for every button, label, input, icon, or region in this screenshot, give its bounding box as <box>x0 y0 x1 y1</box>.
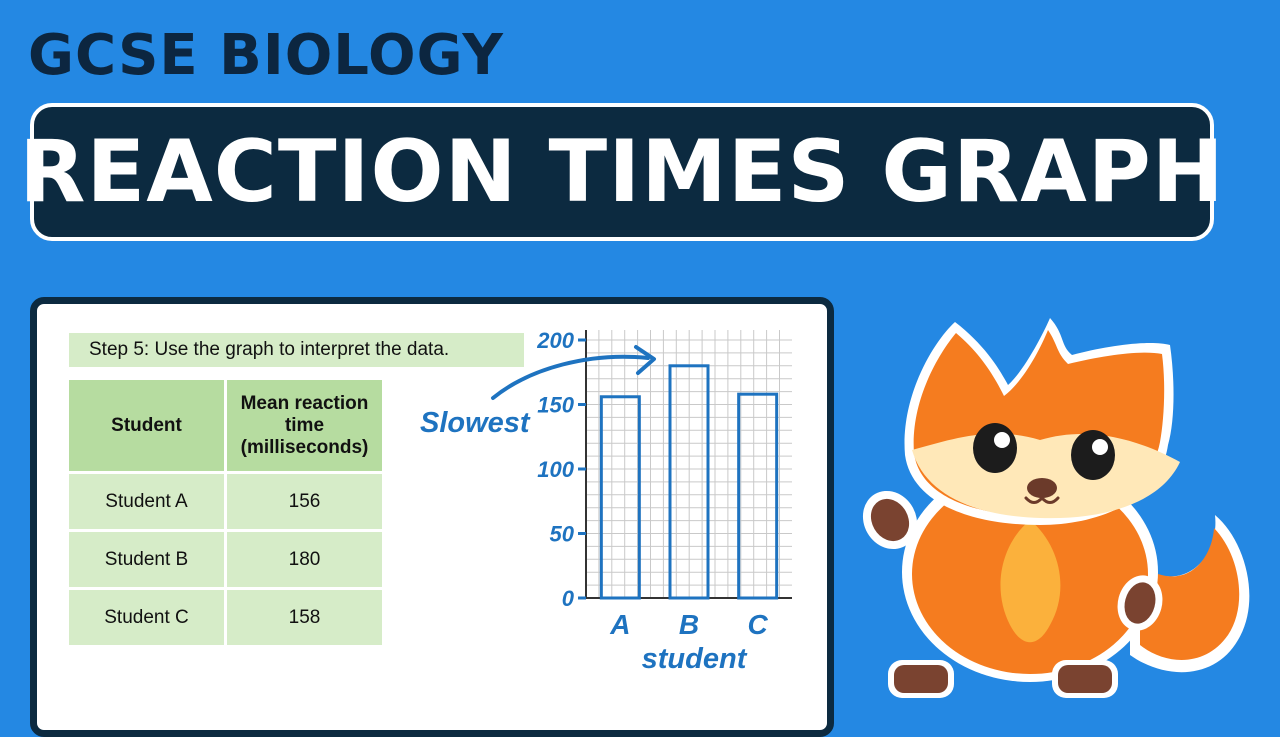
table-cell-time: 156 <box>227 474 382 529</box>
table-header-time-label: Mean reaction time (milliseconds) <box>240 392 369 458</box>
table-cell-student: Student A <box>69 474 224 529</box>
fox-mouth <box>1024 495 1060 504</box>
title-banner: REACTION TIMES GRAPH <box>19 103 1224 241</box>
annotation-label: Slowest <box>420 407 531 439</box>
chart-axes <box>578 330 792 600</box>
table-row: Student A 156 <box>69 474 382 529</box>
chart-bars <box>599 364 779 600</box>
fox-eyes <box>973 423 1115 480</box>
y-tick-label: 200 <box>536 328 574 353</box>
table-header-row: Student Mean reaction time (milliseconds… <box>69 380 382 471</box>
table-cell-time: 158 <box>227 590 382 645</box>
reaction-time-bar-chart: 0 50 100 150 200 A B C Slowest student <box>420 328 792 675</box>
y-tick-label: 100 <box>537 457 574 482</box>
table-header-student: Student <box>69 380 224 471</box>
subject-label: GCSE BIOLOGY <box>28 23 504 88</box>
annotation-arrow <box>491 354 650 400</box>
x-axis-label: student <box>642 643 748 675</box>
y-tick-label: 50 <box>550 522 575 547</box>
fox-tail <box>1130 515 1250 673</box>
fox-chest <box>1000 520 1061 643</box>
x-tick-label: B <box>679 609 699 640</box>
table-row: Student B 180 <box>69 532 382 587</box>
bar-a <box>599 395 641 600</box>
table-row: Student C 158 <box>69 590 382 645</box>
bar-b <box>668 364 710 600</box>
y-tick-label: 0 <box>562 586 575 611</box>
annotation-arrowhead <box>634 345 656 375</box>
x-tick-label: C <box>748 609 769 640</box>
table-cell-time: 180 <box>227 532 382 587</box>
fox-paws <box>862 490 1163 698</box>
fox-nose <box>1027 478 1057 498</box>
y-tick-label: 150 <box>537 393 574 418</box>
step-instruction: Step 5: Use the graph to interpret the d… <box>69 333 524 367</box>
chart-labels: 0 50 100 150 200 A B C <box>536 328 768 640</box>
chart-grid <box>586 330 792 598</box>
table-cell-student: Student C <box>69 590 224 645</box>
page-title: REACTION TIMES GRAPH <box>19 122 1225 222</box>
fox-mascot <box>862 318 1250 698</box>
bar-c <box>737 392 779 600</box>
table-header-time: Mean reaction time (milliseconds) <box>227 380 382 471</box>
reaction-time-table: Student Mean reaction time (milliseconds… <box>66 377 385 648</box>
content-card: Step 5: Use the graph to interpret the d… <box>30 297 834 737</box>
x-tick-label: A <box>609 609 630 640</box>
table-cell-student: Student B <box>69 532 224 587</box>
